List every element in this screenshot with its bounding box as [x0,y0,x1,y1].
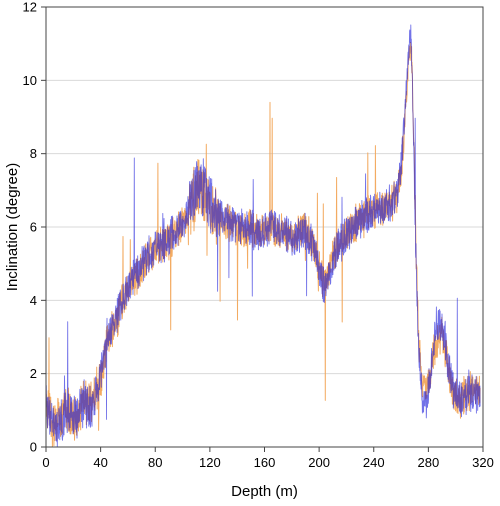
x-axis-title: Depth (m) [231,483,298,500]
x-tick-label: 80 [148,455,162,470]
x-tick-label: 280 [418,455,440,470]
y-tick-label: 6 [30,220,37,235]
y-tick-label: 2 [30,366,37,381]
y-axis-title: Inclination (degree) [4,163,21,291]
axis-ticks: 0 40 80 120 160 200 240 280 320 0 2 4 6 8 10 12 [23,0,494,470]
y-tick-label: 10 [23,73,37,88]
y-tick-label: 12 [23,0,37,15]
x-tick-label: 200 [308,455,330,470]
series-1-line [45,24,481,448]
series-layer [45,24,481,448]
x-tick-label: 0 [42,455,49,470]
x-tick-label: 120 [199,455,221,470]
y-tick-label: 4 [30,293,37,308]
x-tick-label: 160 [254,455,276,470]
series-1-group [45,24,481,448]
x-tick-label: 240 [363,455,385,470]
y-tick-label: 0 [30,440,37,455]
x-tick-label: 40 [93,455,107,470]
y-tick-label: 8 [30,146,37,161]
x-tick-label: 320 [472,455,494,470]
